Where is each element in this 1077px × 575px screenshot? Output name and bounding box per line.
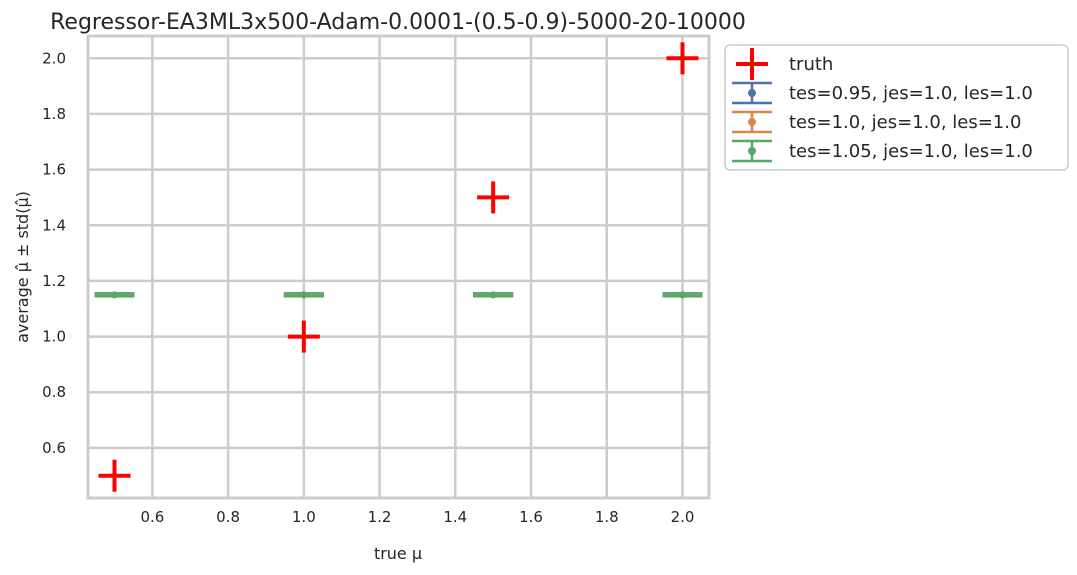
- legend-point: [748, 147, 756, 155]
- x-tick-label: 2.0: [671, 508, 695, 526]
- legend-point: [748, 118, 756, 126]
- x-tick-label: 1.0: [292, 508, 316, 526]
- x-axis-label: true μ: [374, 544, 422, 563]
- legend-entry-series-1: tes=1.0, jes=1.0, les=1.0: [732, 110, 1021, 134]
- legend-marker-series-1: [732, 110, 772, 134]
- y-tick-labels: 0.6 0.8 1.0 1.2 1.4 1.6 1.8 2.0: [42, 49, 66, 457]
- y-tick-label: 1.6: [42, 161, 66, 179]
- legend-label-series-0: tes=0.95, jes=1.0, les=1.0: [789, 83, 1033, 104]
- x-tick-label: 1.2: [368, 508, 392, 526]
- legend-marker-series-0: [732, 81, 772, 105]
- x-tick-label: 1.4: [443, 508, 467, 526]
- legend-entry-truth: truth: [736, 48, 833, 80]
- data-point: [111, 291, 119, 299]
- series-layer: [94, 291, 703, 299]
- legend-marker-truth: [736, 48, 768, 80]
- truth-marker: [477, 181, 510, 214]
- legend-point: [748, 89, 756, 97]
- x-tick-label: 1.8: [595, 508, 619, 526]
- y-axis-label: average μ̂ ± std(μ̂): [13, 191, 32, 343]
- legend-entry-series-0: tes=0.95, jes=1.0, les=1.0: [732, 81, 1033, 105]
- y-tick-label: 1.0: [42, 328, 66, 346]
- truth-marker: [287, 320, 320, 353]
- legend-label-series-1: tes=1.0, jes=1.0, les=1.0: [789, 112, 1021, 133]
- y-tick-label: 0.6: [42, 439, 66, 457]
- x-tick-label: 0.8: [216, 508, 240, 526]
- y-tick-label: 0.8: [42, 383, 66, 401]
- series-2: [94, 291, 703, 299]
- x-tick-label: 0.6: [140, 508, 164, 526]
- y-tick-label: 2.0: [42, 49, 66, 67]
- legend: truth tes=0.95, jes=1.0, les=1.0 tes=1.0…: [724, 44, 1069, 171]
- x-tick-label: 1.6: [519, 508, 543, 526]
- truth-layer: [98, 42, 699, 492]
- truth-marker: [98, 459, 131, 492]
- plot-frame: [86, 34, 711, 500]
- y-tick-label: 1.8: [42, 105, 66, 123]
- legend-label-series-2: tes=1.05, jes=1.0, les=1.0: [789, 141, 1033, 162]
- y-tick-label: 1.2: [42, 272, 66, 290]
- truth-marker: [666, 42, 699, 75]
- data-point: [678, 291, 686, 299]
- data-point: [489, 291, 497, 299]
- legend-entry-series-2: tes=1.05, jes=1.0, les=1.0: [732, 139, 1033, 163]
- legend-frame: [724, 44, 1069, 171]
- grid: [88, 36, 709, 498]
- legend-label-truth: truth: [789, 54, 833, 75]
- y-tick-label: 1.4: [42, 216, 66, 234]
- data-point: [300, 291, 308, 299]
- x-tick-labels: 0.6 0.8 1.0 1.2 1.4 1.6 1.8 2.0: [140, 508, 694, 526]
- chart-title: Regressor-EA3ML3x500-Adam-0.0001-(0.5-0.…: [50, 10, 746, 35]
- plot-area: [88, 36, 709, 498]
- legend-marker-series-2: [732, 139, 772, 163]
